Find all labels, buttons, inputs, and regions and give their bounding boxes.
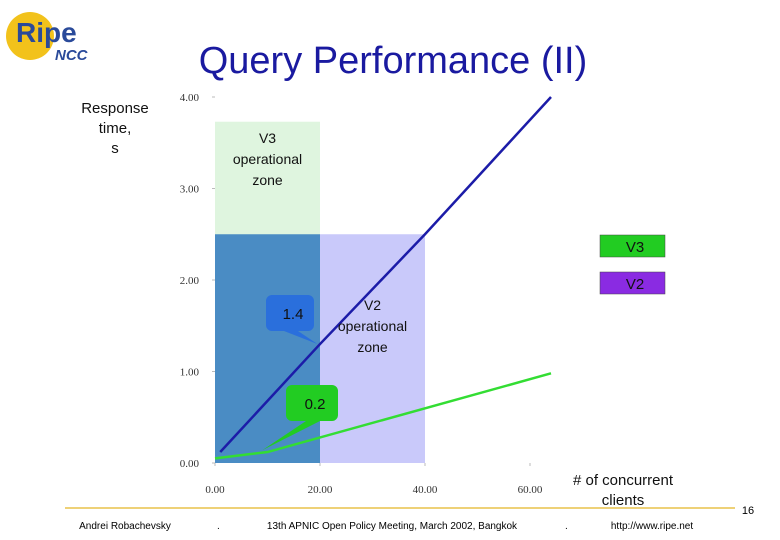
legend-label: V3	[626, 239, 644, 256]
series-line	[214, 372, 552, 460]
x-tick-label: 0.00	[205, 484, 225, 496]
text-line: s	[111, 140, 119, 157]
text-line: Response	[81, 100, 149, 117]
series-line	[219, 96, 552, 453]
y-tick-label: 4.00	[180, 92, 200, 104]
y-axis-label: Response time, s	[70, 99, 160, 159]
footer-dot: .	[217, 521, 220, 532]
text-line: zone	[252, 171, 283, 188]
zone-label: V2 operational zone	[330, 295, 415, 358]
text-line: zone	[357, 339, 388, 356]
x-tick-label: 40.00	[413, 484, 438, 496]
y-tick-label: 0.00	[180, 458, 200, 470]
legend-swatch	[599, 234, 666, 258]
text-line: time,	[98, 120, 132, 137]
zone	[320, 234, 425, 463]
legend-label: V2	[626, 276, 644, 293]
callout-text: 1.4	[283, 306, 304, 323]
footer-url: http://www.ripe.net	[611, 521, 693, 532]
text-line: operational	[337, 318, 408, 335]
x-tick-label: 20.00	[308, 484, 333, 496]
y-tick-label: 3.00	[180, 184, 200, 196]
text-line: # of concurrent	[572, 472, 674, 489]
y-tick-label: 1.00	[180, 367, 200, 379]
logo-sub: NCC	[55, 47, 89, 64]
logo-sun	[6, 12, 54, 60]
x-axis-label: # of concurrent clients	[553, 471, 693, 511]
footer-event: 13th APNIC Open Policy Meeting, March 20…	[267, 521, 518, 532]
footer-dot: .	[565, 521, 568, 532]
plot: 0.00 1.00 2.00 3.00 4.00 0.00 20.00 40.00 60.00 1…	[180, 92, 666, 496]
footer-author: Andrei Robachevsky	[79, 521, 171, 532]
page-number: 16	[742, 505, 754, 517]
zone-label: V3 operational zone	[225, 128, 310, 191]
logo-main: Ripe	[16, 17, 77, 48]
x-tick-label: 60.00	[518, 484, 543, 496]
callout	[262, 385, 338, 451]
y-tick-label: 2.00	[180, 275, 200, 287]
slide-title: Query Performance (II)	[199, 40, 588, 82]
callout-text: 0.2	[305, 396, 326, 413]
text-line: operational	[232, 150, 303, 167]
text-line: clients	[601, 492, 645, 509]
text-line: V3	[258, 129, 277, 146]
text-line: V2	[363, 297, 382, 314]
legend-swatch	[599, 271, 666, 295]
callout	[266, 295, 318, 345]
